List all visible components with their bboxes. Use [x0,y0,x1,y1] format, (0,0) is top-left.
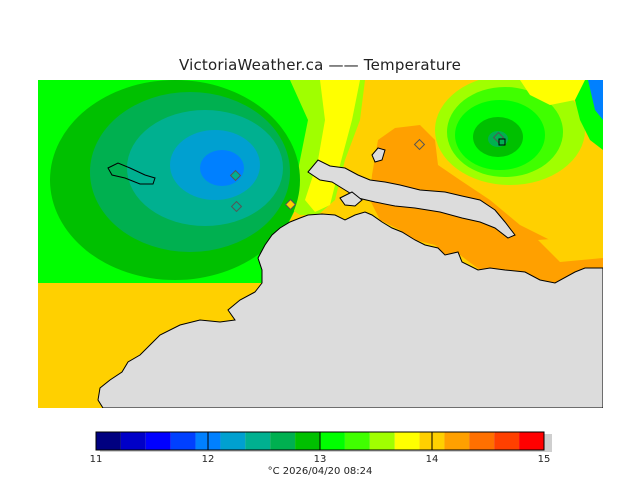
legend-units-date: °C 2026/04/20 08:24 [268,466,373,477]
legend-swatch [170,432,196,450]
legend-swatch [394,432,420,450]
legend-tick-label: 13 [314,454,327,465]
legend-swatch [519,432,544,450]
legend-swatch [270,432,296,450]
legend-swatch [220,432,246,450]
temperature-field [38,80,603,408]
station-marker [413,138,426,151]
legend-tick-label: 14 [426,454,439,465]
legend-swatch [344,432,370,450]
legend-swatch [369,432,395,450]
legend-swatch [320,432,345,450]
legend-swatch [96,432,121,450]
legend-tick-label: 11 [90,454,103,465]
station-marker [230,200,243,213]
inlet-north [371,147,386,163]
legend-swatch [245,432,271,450]
map-title: VictoriaWeather.ca —— Temperature [178,56,462,74]
legend-swatch [120,432,146,450]
station-marker [284,198,297,211]
station-markers [229,131,506,213]
station-marker [229,169,242,182]
legend-swatch [145,432,171,450]
legend-swatch [444,432,470,450]
legend-ticks: 11 12 13 14 15 [90,432,551,465]
legend-swatch [494,432,520,450]
point [339,191,363,207]
legend-color-bar [95,431,552,452]
peninsula [307,159,516,239]
island-west [107,162,156,185]
legend-tick-label: 15 [538,454,551,465]
station-marker [498,138,506,146]
legend-swatch [469,432,495,450]
land-mass [97,211,603,408]
legend-tick-label: 12 [202,454,215,465]
legend-swatch [295,432,320,450]
